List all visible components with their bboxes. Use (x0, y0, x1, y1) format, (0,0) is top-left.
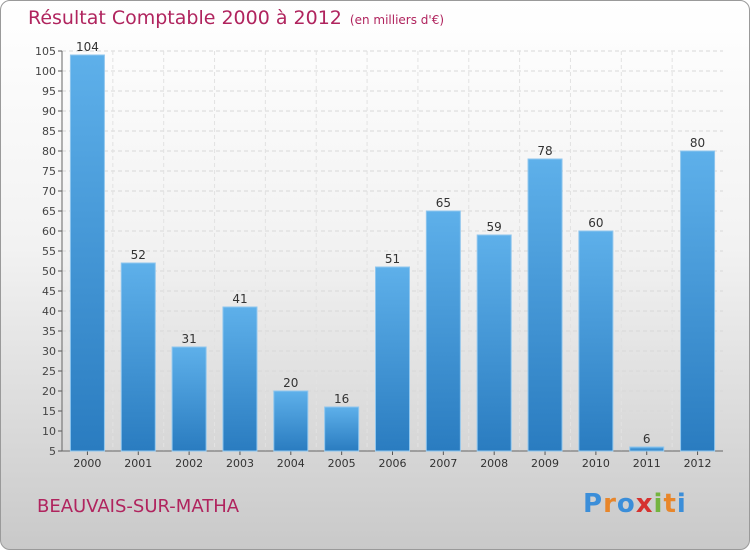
data-label: 59 (487, 220, 502, 234)
y-tick-label: 45 (42, 285, 56, 298)
bar (273, 390, 309, 452)
y-tick-label: 75 (42, 165, 56, 178)
title-unit: (en milliers d'€) (349, 13, 445, 27)
bar (222, 306, 258, 452)
y-tick-label: 35 (42, 325, 56, 338)
y-tick-label: 40 (42, 305, 56, 318)
y-tick-label: 80 (42, 145, 56, 158)
x-tick-label: 2005 (328, 457, 356, 470)
data-label: 51 (385, 252, 400, 266)
data-label: 65 (436, 196, 451, 210)
y-tick-label: 85 (42, 125, 56, 138)
title-text: Résultat Comptable 2000 à 2012 (28, 7, 342, 29)
x-tick-label: 2012 (684, 457, 712, 470)
y-tick-label: 95 (42, 85, 56, 98)
location-name: BEAUVAIS-SUR-MATHA (37, 496, 240, 517)
y-tick-label: 100 (35, 65, 56, 78)
proxiti-logo[interactable]: Proxiti (583, 489, 687, 519)
data-label: 80 (690, 136, 705, 150)
logo-letter: i (653, 489, 664, 519)
logo-letter: i (676, 489, 687, 519)
labels: 104 52 31 41 20 16 51 65 59 78 60 6 80 (76, 40, 705, 446)
x-tick-label: 2002 (175, 457, 203, 470)
data-label: 20 (283, 376, 298, 390)
data-label: 41 (232, 292, 247, 306)
x-tick-label: 2000 (73, 457, 101, 470)
bar (578, 230, 614, 452)
y-tick-label: 55 (42, 245, 56, 258)
data-label: 52 (131, 248, 146, 262)
data-label: 104 (76, 40, 99, 54)
y-tick-label: 70 (42, 185, 56, 198)
logo-letter: P (583, 489, 604, 519)
y-tick-label: 60 (42, 225, 56, 238)
data-label: 60 (588, 216, 603, 230)
data-label: 78 (537, 144, 552, 158)
y-tick-label: 90 (42, 105, 56, 118)
logo-letter: x (635, 489, 654, 519)
x-tick-label: 2009 (531, 457, 559, 470)
bar (527, 158, 563, 452)
bar (324, 406, 360, 452)
x-tick-label: 2011 (633, 457, 661, 470)
bar (120, 262, 156, 452)
bar (629, 446, 665, 452)
y-tick-label: 50 (42, 265, 56, 278)
bar (69, 54, 105, 452)
x-tick-label: 2010 (582, 457, 610, 470)
y-tick-label: 15 (42, 405, 56, 418)
x-tick-label: 2004 (277, 457, 305, 470)
x-tick-label: 2003 (226, 457, 254, 470)
logo-letter: o (616, 489, 636, 519)
x-tick-label: 2001 (124, 457, 152, 470)
bar (680, 150, 716, 452)
data-label: 6 (643, 432, 651, 446)
logo-letter: t (663, 489, 677, 519)
bar (476, 234, 512, 452)
y-tick-label: 65 (42, 205, 56, 218)
y-tick-label: 10 (42, 425, 56, 438)
y-tick-label: 5 (49, 445, 56, 458)
y-tick-label: 25 (42, 365, 56, 378)
bar (425, 210, 461, 452)
x-tick-label: 2007 (429, 457, 457, 470)
bar (171, 346, 207, 452)
bars (69, 54, 716, 452)
y-tick-label: 20 (42, 385, 56, 398)
y-tick-label: 30 (42, 345, 56, 358)
data-label: 16 (334, 392, 349, 406)
bar (375, 266, 410, 452)
x-tick-label: 2008 (480, 457, 508, 470)
y-tick-label: 105 (35, 45, 56, 58)
x-tick-label: 2006 (379, 457, 407, 470)
logo-letter: r (603, 489, 617, 519)
chart-title: Résultat Comptable 2000 à 2012 (en millie… (28, 7, 444, 29)
data-label: 31 (181, 332, 196, 346)
